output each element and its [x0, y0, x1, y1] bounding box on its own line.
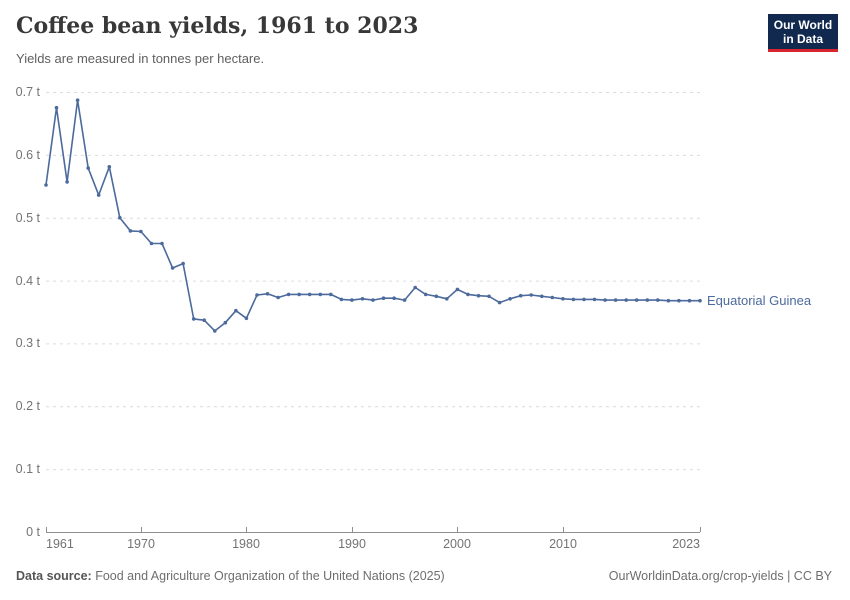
- data-point-marker[interactable]: [86, 166, 90, 170]
- y-axis-tick-label: 0.6 t: [15, 147, 40, 162]
- data-point-marker[interactable]: [508, 297, 512, 301]
- data-source-label: Data source:: [16, 569, 92, 583]
- x-axis-tick-label: 1970: [127, 537, 155, 551]
- data-point-marker[interactable]: [381, 296, 386, 301]
- page-title: Coffee bean yields, 1961 to 2023: [16, 13, 419, 39]
- data-point-marker[interactable]: [540, 294, 544, 299]
- data-point-marker[interactable]: [307, 292, 312, 297]
- data-point-marker[interactable]: [44, 183, 48, 187]
- x-axis-tick-label: 1990: [338, 537, 366, 551]
- data-point-marker[interactable]: [582, 297, 586, 302]
- data-point-marker[interactable]: [518, 293, 523, 298]
- data-point-marker[interactable]: [54, 105, 59, 110]
- data-point-marker[interactable]: [118, 215, 122, 220]
- data-point-marker[interactable]: [265, 292, 270, 296]
- data-point-marker[interactable]: [286, 292, 291, 297]
- data-point-marker[interactable]: [149, 241, 154, 246]
- data-point-marker[interactable]: [455, 287, 460, 292]
- data-point-marker[interactable]: [360, 297, 365, 301]
- data-point-marker[interactable]: [571, 297, 576, 302]
- data-point-marker[interactable]: [529, 293, 533, 297]
- data-point-marker[interactable]: [181, 261, 185, 266]
- data-point-marker[interactable]: [698, 298, 702, 303]
- x-axis-tick-label: 2023: [672, 537, 700, 551]
- data-point-marker[interactable]: [466, 292, 470, 297]
- data-point-marker[interactable]: [213, 329, 217, 333]
- x-axis-tick-label: 2000: [443, 537, 471, 551]
- data-point-marker[interactable]: [107, 165, 112, 169]
- credit-text: OurWorldinData.org/crop-yields | CC BY: [608, 569, 832, 583]
- data-point-marker[interactable]: [413, 285, 418, 290]
- data-point-marker[interactable]: [613, 298, 618, 302]
- data-point-marker[interactable]: [255, 293, 259, 297]
- data-point-marker[interactable]: [139, 229, 143, 234]
- data-point-marker[interactable]: [276, 295, 280, 300]
- x-axis-tick-label: 2010: [549, 537, 577, 551]
- y-axis-tick-label: 0.4 t: [15, 273, 40, 288]
- y-axis-tick-label: 0.5 t: [15, 210, 40, 225]
- x-axis-tick-label: 1961: [46, 537, 74, 551]
- data-point-marker[interactable]: [170, 266, 175, 270]
- data-point-marker[interactable]: [244, 316, 249, 321]
- chart-footer: Data source: Food and Agriculture Organi…: [16, 569, 832, 584]
- data-point-marker[interactable]: [434, 294, 439, 299]
- data-point-marker[interactable]: [128, 229, 133, 233]
- data-point-marker[interactable]: [561, 297, 565, 301]
- data-point-marker[interactable]: [371, 298, 375, 302]
- data-point-marker[interactable]: [603, 298, 607, 302]
- y-axis-tick-label: 0.7 t: [15, 85, 40, 99]
- owid-logo: Our World in Data: [768, 14, 838, 52]
- data-point-marker[interactable]: [550, 295, 555, 300]
- data-point-marker[interactable]: [65, 180, 69, 184]
- data-point-marker[interactable]: [423, 292, 428, 297]
- data-point-marker[interactable]: [234, 308, 238, 313]
- data-point-marker[interactable]: [96, 193, 101, 197]
- data-point-marker[interactable]: [487, 294, 491, 299]
- data-point-marker[interactable]: [476, 293, 481, 298]
- y-axis-tick-label: 0.2 t: [15, 399, 40, 414]
- data-point-marker[interactable]: [445, 297, 449, 301]
- series-label-equatorial-guinea[interactable]: Equatorial Guinea: [707, 292, 812, 308]
- data-point-marker[interactable]: [634, 298, 639, 302]
- data-point-marker[interactable]: [687, 298, 692, 303]
- page-subtitle: Yields are measured in tonnes per hectar…: [16, 51, 265, 66]
- y-axis-tick-label: 0.3 t: [15, 336, 40, 351]
- y-axis-tick-label: 0 t: [26, 525, 40, 539]
- series-line[interactable]: [45, 99, 701, 332]
- data-point-marker[interactable]: [645, 298, 650, 302]
- data-point-marker[interactable]: [318, 292, 323, 297]
- data-point-marker[interactable]: [592, 297, 597, 302]
- owid-logo-line-2: in Data: [782, 32, 823, 46]
- data-point-marker[interactable]: [160, 241, 164, 246]
- data-source-line: Data source: Food and Agriculture Organi…: [16, 569, 445, 584]
- x-axis-tick-label: 1980: [232, 537, 260, 551]
- data-point-marker[interactable]: [75, 98, 80, 102]
- data-point-marker[interactable]: [339, 297, 344, 302]
- data-source-text: Food and Agriculture Organization of the…: [91, 569, 445, 583]
- data-point-marker[interactable]: [350, 298, 354, 302]
- data-point-marker[interactable]: [191, 317, 196, 321]
- data-point-marker[interactable]: [656, 298, 660, 302]
- data-point-marker[interactable]: [666, 298, 671, 303]
- data-point-marker[interactable]: [677, 298, 681, 303]
- y-axis-tick-label: 0.1 t: [15, 462, 40, 477]
- data-point-marker[interactable]: [297, 292, 302, 297]
- data-point-marker[interactable]: [202, 318, 206, 323]
- data-point-marker[interactable]: [497, 300, 502, 305]
- owid-logo-line-1: Our World: [773, 18, 833, 32]
- data-point-marker[interactable]: [329, 292, 333, 297]
- data-point-marker[interactable]: [392, 296, 396, 301]
- data-point-marker[interactable]: [624, 298, 628, 302]
- data-point-marker[interactable]: [223, 320, 228, 325]
- data-point-marker[interactable]: [402, 298, 407, 302]
